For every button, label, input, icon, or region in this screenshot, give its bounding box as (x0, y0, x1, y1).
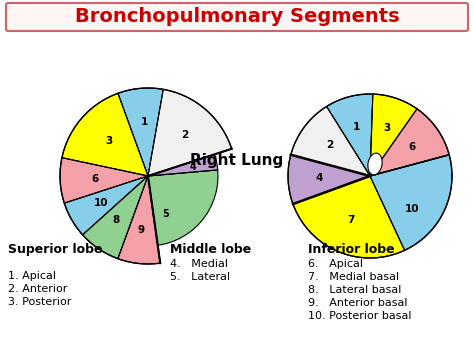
Text: 1. Apical: 1. Apical (8, 271, 56, 281)
Polygon shape (327, 94, 373, 176)
Text: 6.   Apical: 6. Apical (308, 259, 363, 269)
Polygon shape (370, 109, 449, 176)
Text: 5: 5 (163, 209, 169, 219)
Text: Inferior lobe: Inferior lobe (308, 243, 395, 256)
Polygon shape (62, 93, 148, 176)
Text: 2. Anterior: 2. Anterior (8, 284, 67, 294)
Polygon shape (118, 176, 160, 264)
Text: 7: 7 (348, 215, 355, 225)
Text: 8.   Lateral basal: 8. Lateral basal (308, 285, 401, 295)
Polygon shape (370, 94, 417, 176)
Text: Bronchopulmonary Segments: Bronchopulmonary Segments (75, 8, 399, 26)
Text: Right Lung: Right Lung (191, 153, 283, 169)
Polygon shape (370, 155, 452, 250)
Polygon shape (64, 176, 148, 235)
Text: 3: 3 (105, 136, 112, 146)
Text: 6: 6 (91, 174, 99, 184)
Text: 3: 3 (383, 123, 390, 133)
Text: 8: 8 (112, 215, 119, 225)
Text: Superior lobe: Superior lobe (8, 243, 102, 256)
Text: 10: 10 (405, 204, 419, 214)
Text: 10. Posterior basal: 10. Posterior basal (308, 311, 411, 321)
Text: 2: 2 (181, 130, 188, 140)
Text: 10: 10 (93, 198, 108, 208)
Text: 9: 9 (138, 225, 145, 235)
Text: 1: 1 (353, 122, 360, 132)
Text: 7.   Medial basal: 7. Medial basal (308, 272, 399, 282)
Polygon shape (291, 106, 370, 176)
Polygon shape (288, 155, 370, 204)
Polygon shape (148, 89, 232, 176)
Text: 9.   Anterior basal: 9. Anterior basal (308, 298, 408, 308)
Text: 4: 4 (316, 173, 323, 183)
Text: 4.   Medial: 4. Medial (170, 259, 228, 269)
Text: 1: 1 (141, 117, 148, 127)
Polygon shape (148, 170, 218, 245)
Polygon shape (82, 176, 148, 259)
Polygon shape (148, 155, 218, 176)
Text: 6: 6 (408, 142, 415, 152)
Polygon shape (60, 158, 148, 203)
Text: 2: 2 (326, 140, 333, 151)
Text: 4: 4 (189, 162, 196, 172)
FancyBboxPatch shape (6, 3, 468, 31)
Ellipse shape (368, 153, 382, 175)
Polygon shape (293, 176, 405, 258)
Text: 3. Posterior: 3. Posterior (8, 297, 72, 307)
Text: 5.   Lateral: 5. Lateral (170, 272, 230, 282)
Text: Middle lobe: Middle lobe (170, 243, 251, 256)
Polygon shape (118, 88, 163, 176)
